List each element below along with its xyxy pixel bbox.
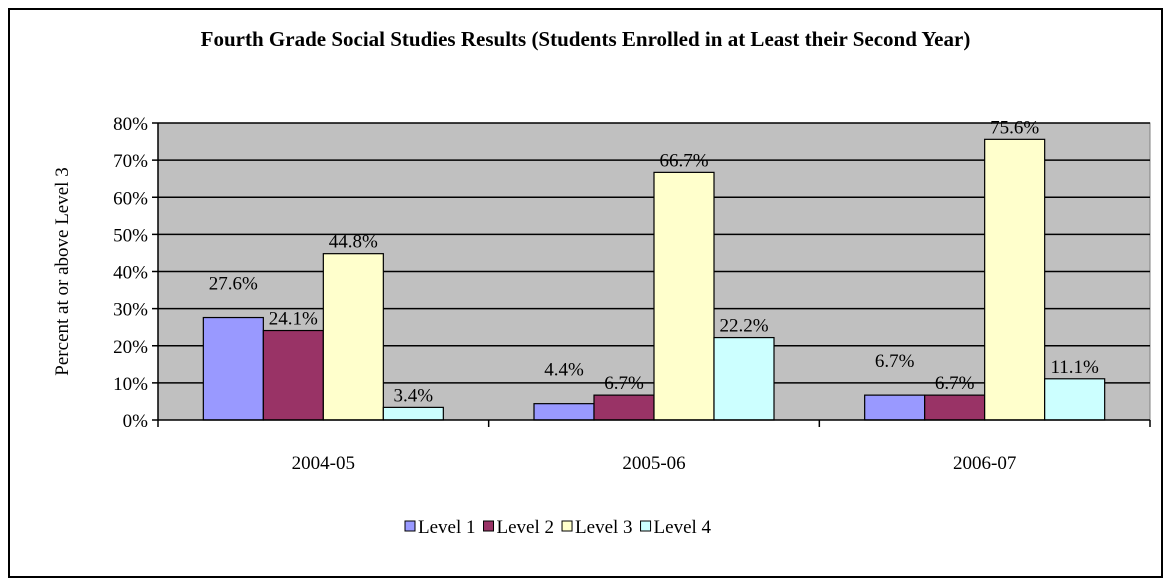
- bar: [533, 403, 595, 421]
- data-label: 75.6%: [990, 117, 1039, 138]
- data-label: 6.7%: [935, 373, 975, 394]
- legend-swatch: [561, 520, 573, 532]
- legend-label: Level 3: [575, 517, 633, 538]
- y-tick-label: 80%: [113, 114, 148, 135]
- data-label: 6.7%: [875, 351, 915, 372]
- y-tick-labels: 0% 10% 20% 30% 40% 50% 60% 70% 80%: [113, 114, 148, 432]
- y-axis-title: Percent at or above Level 3: [52, 167, 73, 375]
- legend-swatch: [404, 520, 416, 532]
- legend-label: Level 4: [654, 517, 712, 538]
- y-tick-label: 20%: [113, 337, 148, 358]
- bar: [713, 336, 775, 421]
- legend: Level 1 Level 2 Level 3 Level 4: [404, 517, 712, 538]
- x-tick-label: 2006-07: [953, 453, 1016, 474]
- y-tick-label: 70%: [113, 151, 148, 172]
- axes: [152, 122, 1151, 427]
- y-tick-label: 0%: [123, 411, 149, 432]
- x-tick-label: 2005-06: [622, 453, 685, 474]
- data-label: 66.7%: [659, 150, 708, 171]
- legend-label: Level 2: [497, 517, 555, 538]
- data-label: 24.1%: [269, 309, 318, 330]
- legend-swatch: [483, 520, 495, 532]
- data-label: 27.6%: [209, 274, 258, 295]
- x-tick-label: 2004-05: [292, 453, 355, 474]
- bar: [262, 329, 324, 421]
- data-label: 11.1%: [1050, 357, 1099, 378]
- y-tick-label: 50%: [113, 225, 148, 246]
- data-label: 4.4%: [544, 360, 584, 381]
- bar: [202, 316, 264, 421]
- data-labels: 27.6% 24.1% 44.8% 3.4% 4.4% 6.7% 66.7% 22.2% 6.7…: [209, 117, 1099, 406]
- data-label: 3.4%: [394, 385, 434, 406]
- data-label: 44.8%: [329, 232, 378, 253]
- data-label: 22.2%: [719, 316, 768, 337]
- bar: [1044, 378, 1106, 421]
- bar: [593, 394, 655, 421]
- bar: [322, 253, 384, 421]
- y-tick-label: 30%: [113, 300, 148, 321]
- bar: [924, 394, 986, 421]
- y-tick-label: 60%: [113, 188, 148, 209]
- bar: [984, 138, 1046, 421]
- bars: [202, 138, 1106, 421]
- bar: [864, 394, 926, 421]
- x-tick-labels: 2004-05 2005-06 2006-07: [292, 453, 1017, 474]
- y-tick-label: 10%: [113, 374, 148, 395]
- legend-label: Level 1: [418, 517, 476, 538]
- legend-swatch: [640, 520, 652, 532]
- chart-title: Fourth Grade Social Studies Results (Stu…: [200, 27, 971, 51]
- y-tick-label: 40%: [113, 263, 148, 284]
- bar: [382, 406, 444, 421]
- data-label: 6.7%: [604, 373, 644, 394]
- bar: [653, 171, 715, 421]
